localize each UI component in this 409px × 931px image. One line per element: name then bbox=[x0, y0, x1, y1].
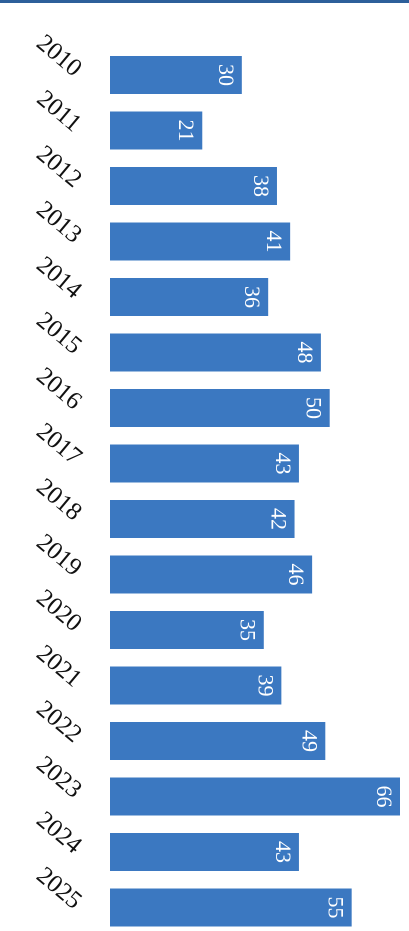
value-label: 42 bbox=[266, 508, 291, 530]
value-label: 30 bbox=[214, 64, 239, 86]
value-label: 55 bbox=[324, 897, 349, 919]
category-label: 2013 bbox=[31, 196, 87, 249]
value-label: 66 bbox=[372, 786, 397, 808]
value-label: 43 bbox=[271, 841, 296, 863]
value-label: 43 bbox=[271, 453, 296, 475]
category-label: 2019 bbox=[31, 529, 87, 582]
category-label: 2016 bbox=[31, 362, 87, 415]
value-label: 35 bbox=[236, 619, 261, 641]
category-label: 2011 bbox=[32, 85, 87, 137]
bar bbox=[110, 500, 295, 538]
value-label: 41 bbox=[262, 231, 287, 253]
bar bbox=[110, 111, 203, 150]
category-label: 2015 bbox=[31, 307, 87, 360]
bar bbox=[110, 777, 400, 816]
category-label: 2025 bbox=[31, 862, 87, 915]
bar bbox=[110, 56, 242, 94]
bar bbox=[110, 888, 352, 927]
bar bbox=[110, 611, 264, 649]
bar bbox=[110, 666, 282, 705]
category-label: 2018 bbox=[31, 473, 87, 526]
bar bbox=[110, 278, 269, 316]
category-label: 2012 bbox=[31, 140, 87, 193]
top-border bbox=[0, 0, 409, 3]
category-label: 2020 bbox=[31, 584, 87, 637]
value-label: 21 bbox=[174, 120, 199, 142]
bar bbox=[110, 222, 291, 261]
value-label: 50 bbox=[302, 397, 327, 419]
category-label: 2024 bbox=[31, 806, 87, 859]
category-label: 2021 bbox=[31, 640, 87, 693]
bar bbox=[110, 389, 330, 427]
value-label: 48 bbox=[293, 342, 318, 364]
bar bbox=[110, 555, 313, 594]
category-label: 2023 bbox=[31, 751, 87, 804]
value-label: 38 bbox=[249, 175, 274, 197]
bar bbox=[110, 833, 299, 871]
category-label: 2017 bbox=[31, 418, 87, 471]
bar bbox=[110, 722, 326, 760]
value-label: 36 bbox=[240, 286, 265, 308]
bar bbox=[110, 444, 299, 483]
category-label: 2014 bbox=[31, 251, 87, 304]
value-label: 46 bbox=[284, 564, 309, 586]
value-label: 39 bbox=[253, 675, 278, 697]
bar bbox=[110, 167, 277, 205]
bar bbox=[110, 333, 321, 372]
category-label: 2022 bbox=[31, 695, 87, 748]
value-label: 49 bbox=[297, 730, 322, 752]
category-label: 2010 bbox=[31, 29, 87, 82]
